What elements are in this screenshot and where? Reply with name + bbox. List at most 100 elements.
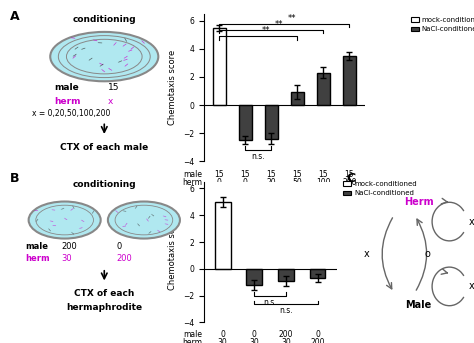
Text: ~: ~ <box>105 66 113 74</box>
Text: B: B <box>9 172 19 185</box>
Text: ~: ~ <box>137 37 146 46</box>
Y-axis label: Chemotaxis score: Chemotaxis score <box>168 214 177 290</box>
Text: x: x <box>469 216 474 227</box>
Bar <box>278 269 294 281</box>
Text: A: A <box>9 10 19 23</box>
Text: male: male <box>183 170 202 179</box>
Text: 0: 0 <box>220 330 225 340</box>
Text: ~: ~ <box>98 61 106 70</box>
Text: **: ** <box>275 20 283 29</box>
Text: o: o <box>424 249 430 259</box>
Text: 0: 0 <box>252 330 257 340</box>
Text: x: x <box>364 249 370 259</box>
Text: ~: ~ <box>96 40 102 47</box>
Bar <box>343 56 356 105</box>
Text: ~: ~ <box>123 220 130 227</box>
Text: ~: ~ <box>146 229 153 236</box>
Text: 30: 30 <box>61 254 72 263</box>
Text: ~: ~ <box>121 224 127 229</box>
Text: ~: ~ <box>91 37 98 44</box>
Text: x = 0,20,50,100,200: x = 0,20,50,100,200 <box>32 109 110 118</box>
Text: ~: ~ <box>163 221 168 227</box>
Bar <box>213 28 226 105</box>
Text: 15: 15 <box>215 170 224 179</box>
Text: ~: ~ <box>98 67 106 75</box>
Text: herm: herm <box>182 178 202 187</box>
Ellipse shape <box>50 32 158 81</box>
Text: ~: ~ <box>121 56 128 64</box>
Text: conditioning: conditioning <box>73 15 136 24</box>
Text: ~: ~ <box>122 53 130 61</box>
Text: 20: 20 <box>266 178 276 187</box>
Text: 30: 30 <box>281 339 291 343</box>
Text: male: male <box>183 330 202 340</box>
Text: n.s.: n.s. <box>279 306 293 315</box>
Text: ~: ~ <box>62 215 68 222</box>
Text: **: ** <box>262 26 271 35</box>
Y-axis label: Chemotaxis score: Chemotaxis score <box>168 50 177 125</box>
Text: ~: ~ <box>127 47 134 55</box>
Text: ~: ~ <box>155 228 161 235</box>
Text: ~: ~ <box>148 212 155 218</box>
Text: ~: ~ <box>69 36 75 42</box>
Bar <box>291 92 304 105</box>
Text: CTX of each male: CTX of each male <box>60 143 148 152</box>
Text: 200: 200 <box>279 330 293 340</box>
Text: Herm: Herm <box>404 197 433 206</box>
Ellipse shape <box>108 202 180 239</box>
Text: x: x <box>108 97 113 106</box>
Text: ~: ~ <box>45 226 52 233</box>
Bar <box>265 105 278 139</box>
Text: Male: Male <box>405 300 432 310</box>
Text: 30: 30 <box>249 339 259 343</box>
Bar <box>215 202 231 269</box>
Text: 15: 15 <box>108 83 119 92</box>
Text: ~: ~ <box>79 217 85 224</box>
Text: ~: ~ <box>96 60 104 68</box>
Text: 15: 15 <box>292 170 302 179</box>
Text: ~: ~ <box>163 217 168 223</box>
Text: ~: ~ <box>68 203 75 210</box>
Text: 0: 0 <box>117 242 122 251</box>
Text: ~: ~ <box>143 216 150 223</box>
Text: ~: ~ <box>122 61 130 70</box>
Legend: mock-conditioned, NaCl-conditioned: mock-conditioned, NaCl-conditioned <box>340 178 419 199</box>
Bar <box>310 269 326 278</box>
Text: ~: ~ <box>73 45 81 53</box>
Text: ~: ~ <box>69 205 75 212</box>
Text: ~: ~ <box>79 46 86 53</box>
Legend: mock-conditioned, NaCl-conditioned: mock-conditioned, NaCl-conditioned <box>408 14 474 35</box>
Text: ~: ~ <box>112 208 118 214</box>
Text: 15: 15 <box>345 170 354 179</box>
Text: ~: ~ <box>71 52 79 61</box>
Text: ~: ~ <box>48 218 54 225</box>
Text: ~: ~ <box>60 205 66 212</box>
Text: 30: 30 <box>218 339 228 343</box>
Text: ~: ~ <box>121 41 129 49</box>
Text: male: male <box>54 83 79 92</box>
Bar <box>239 105 252 140</box>
Text: ~: ~ <box>78 225 83 231</box>
Text: male: male <box>25 242 48 251</box>
Text: 0: 0 <box>315 330 320 340</box>
Text: ~: ~ <box>116 58 124 66</box>
Text: x: x <box>469 281 474 292</box>
Text: 100: 100 <box>316 178 331 187</box>
Text: **: ** <box>288 14 296 23</box>
Text: ~: ~ <box>51 224 55 229</box>
Text: 200: 200 <box>310 339 325 343</box>
Text: ~: ~ <box>134 203 140 210</box>
Text: hermaphrodite: hermaphrodite <box>66 303 142 312</box>
Text: ~: ~ <box>90 209 97 215</box>
Text: 0: 0 <box>243 178 248 187</box>
Text: n.s.: n.s. <box>252 152 265 161</box>
Text: 0: 0 <box>217 178 222 187</box>
Text: ~: ~ <box>111 40 120 48</box>
Text: 200: 200 <box>61 242 77 251</box>
Text: 15: 15 <box>319 170 328 179</box>
Text: herm: herm <box>182 339 202 343</box>
Text: ~: ~ <box>119 35 128 43</box>
Text: conditioning: conditioning <box>73 180 136 189</box>
Text: 15: 15 <box>241 170 250 179</box>
Text: ~: ~ <box>134 222 141 228</box>
